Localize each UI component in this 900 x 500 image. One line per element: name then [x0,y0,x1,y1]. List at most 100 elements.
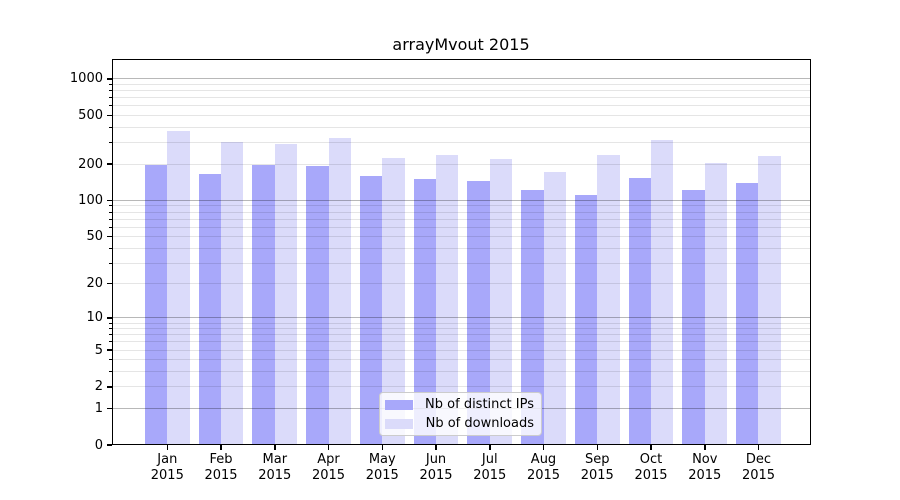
x-tick [327,445,330,450]
x-tick-label-may: May 2015 [365,452,399,483]
y-tick [107,78,112,80]
y-minor-tick [109,84,112,86]
x-tick [274,445,276,450]
minor-gridline [112,211,811,213]
minor-gridline [112,205,811,207]
x-tick [596,445,598,450]
y-minor-tick [109,126,112,128]
minor-gridline [112,262,811,264]
bar-downloads-dec [758,155,781,445]
legend-item-distinct-ips: Nb of distinct IPs [385,396,534,413]
y-tick-label: 10 [86,310,103,326]
bar-distinct-ips-jul [467,180,490,445]
minor-gridline [112,142,811,144]
minor-gridline [112,322,811,324]
y-minor-tick [109,97,112,99]
minor-gridline [112,334,811,336]
y-tick-label: 1 [94,400,103,416]
bar-distinct-ips-may [359,176,383,445]
y-minor-tick [109,205,112,207]
bar-distinct-ips-mar [252,164,275,445]
x-tick [381,445,384,450]
bar-distinct-ips-aug [521,190,544,445]
y-tick-label: 50 [86,229,103,245]
bar-downloads-mar [274,144,298,445]
legend-label-downloads: Nb of downloads [425,415,534,431]
x-tick-label-apr: Apr 2015 [311,452,346,483]
minor-gridline [112,97,811,99]
y-minor-tick [109,328,112,330]
y-tick-label: 2 [94,379,103,395]
y-minor-tick [109,322,112,324]
y-tick-label: 0 [94,437,103,453]
bar-distinct-ips-oct [628,178,651,445]
bar-downloads-feb [221,142,244,445]
minor-gridline [112,328,811,330]
x-tick-label-oct: Oct 2015 [634,452,668,483]
bar-distinct-ips-dec [736,182,759,445]
major-gridline [112,78,811,80]
minor-gridline [112,226,811,228]
x-tick-label-nov: Nov 2015 [688,452,722,483]
y-tick [107,199,112,202]
x-tick [757,445,760,450]
y-tick [107,349,112,351]
minor-gridline [112,341,811,343]
y-minor-tick [109,142,112,144]
bar-downloads-apr [328,138,351,445]
bar-distinct-ips-jun [413,178,437,445]
bar-downloads-jul [489,158,513,445]
x-tick [704,445,706,450]
grid-layer [112,59,811,445]
minor-gridline [112,115,811,117]
minor-gridline [112,371,811,373]
bars-layer [112,59,811,445]
bar-downloads-jun [436,155,459,445]
y-tick-label: 100 [78,192,103,208]
legend-label-distinct-ips: Nb of distinct IPs [425,396,534,412]
y-minor-tick [109,262,112,264]
bar-downloads-jan [167,130,190,445]
major-gridline [112,317,811,319]
x-tick-label-sep: Sep 2015 [580,452,614,483]
x-tick-label-jun: Jun 2015 [419,452,453,483]
x-tick-label-aug: Aug 2015 [526,452,561,483]
bar-downloads-aug [543,171,566,445]
legend-swatch-distinct-ips [385,399,413,410]
y-tick [107,444,112,446]
major-gridline [112,199,811,201]
minor-gridline [112,349,811,351]
y-minor-tick [109,359,112,361]
y-minor-tick [109,334,112,336]
x-tick-label-feb: Feb 2015 [204,452,238,483]
y-minor-tick [109,105,112,107]
x-tick-label-dec: Dec 2015 [741,452,776,483]
minor-gridline [112,84,811,86]
legend-swatch-downloads [385,418,413,429]
x-tick [435,445,437,450]
minor-gridline [112,218,811,220]
bar-distinct-ips-nov [682,189,705,445]
x-tick-label-jul: Jul 2015 [473,452,507,483]
bar-distinct-ips-jan [145,164,168,445]
bar-downloads-oct [651,139,674,445]
x-tick [542,445,545,450]
y-tick [107,317,112,319]
y-tick [107,386,112,388]
bar-downloads-may [382,157,405,445]
legend: Nb of distinct IPs Nb of downloads [379,392,542,436]
y-minor-tick [109,341,112,343]
y-tick [107,235,112,238]
minor-gridline [112,126,811,128]
minor-gridline [112,236,811,238]
bar-distinct-ips-feb [198,174,222,445]
minor-gridline [112,283,811,285]
minor-gridline [112,163,811,165]
minor-gridline [112,90,811,92]
x-tick-label-jan: Jan 2015 [150,452,184,483]
x-tick [220,445,222,450]
x-tick [166,445,169,450]
y-minor-tick [109,90,112,92]
plot-area: Nb of distinct IPs Nb of downloads [112,59,811,445]
